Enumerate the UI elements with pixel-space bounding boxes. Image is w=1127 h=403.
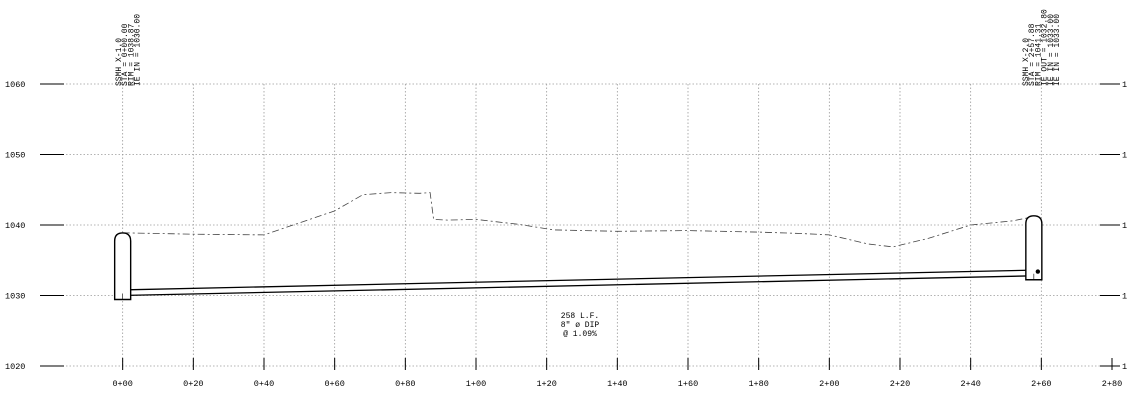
station-label: 0+80 — [395, 379, 415, 389]
station-label: 2+00 — [819, 379, 839, 389]
station-label: 0+00 — [112, 379, 132, 389]
station-label: 0+40 — [254, 379, 274, 389]
station-label: 1+80 — [748, 379, 768, 389]
station-label: 1+20 — [536, 379, 556, 389]
elevation-label-right: 1 — [1122, 362, 1127, 372]
manhole-shape — [1025, 215, 1043, 281]
profile-lines — [122, 192, 1034, 297]
station-label: 2+20 — [890, 379, 910, 389]
manholes — [113, 215, 1043, 301]
station-label: 1+60 — [678, 379, 698, 389]
elevation-label: 1020 — [5, 362, 25, 372]
manhole-label-line: RIM = 1041.31 — [1034, 23, 1043, 86]
manhole-label-line: IE OUT = 1032.80 — [1041, 9, 1050, 86]
station-label: 2+40 — [960, 379, 980, 389]
manhole-label-line: SSMH X-1.0 — [115, 38, 124, 86]
elevation-label: 1050 — [5, 151, 25, 161]
station-label: 1+00 — [466, 379, 486, 389]
pipe-line — [122, 269, 1034, 291]
elevation-label: 1060 — [5, 80, 25, 90]
station-label: 1+40 — [607, 379, 627, 389]
manhole-pipe-dot — [1035, 269, 1041, 274]
elevation-label-right: 1 — [1122, 80, 1127, 90]
grid-lines — [52, 83, 1112, 367]
station-label: 2+60 — [1031, 379, 1051, 389]
station-label: 0+60 — [324, 379, 344, 389]
pipe-label-line: 8" ø DIP — [561, 321, 600, 330]
elevation-label-right: 1 — [1122, 151, 1127, 161]
axis-ticks — [40, 83, 1120, 370]
existing-ground-line — [122, 192, 1031, 248]
manhole-label-line: IE IN = 1030.00 — [134, 14, 143, 86]
manhole-shape — [113, 232, 132, 301]
manhole-label-line: STA = 2+57.88 — [1028, 23, 1037, 86]
elevation-label-right: 1 — [1122, 221, 1127, 231]
manhole-label-line: IE IN = 1033.00 — [1053, 14, 1062, 86]
manhole-label-line: IE IN = 1033.00 — [1047, 14, 1056, 86]
axis-labels: 1060 1 1050 1 1040 1 1030 1 1020 1 0+00 0+20 0+40 0+6… — [5, 80, 1127, 389]
manhole-label-line: RIM = 1038.87 — [127, 23, 136, 86]
manhole-label-line: STA = 0+00.00 — [121, 23, 130, 86]
elevation-label-right: 1 — [1122, 292, 1127, 302]
elevation-label: 1030 — [5, 292, 25, 302]
station-label: 2+80 — [1102, 379, 1122, 389]
pipe-label-line: @ 1.09% — [563, 330, 597, 339]
manhole-label-line: SSMH X-2.0 — [1022, 38, 1031, 86]
pipe-label-line: 258 L.F. — [561, 312, 599, 321]
pipe-line — [122, 275, 1034, 297]
station-label: 0+20 — [183, 379, 203, 389]
elevation-label: 1040 — [5, 221, 25, 231]
